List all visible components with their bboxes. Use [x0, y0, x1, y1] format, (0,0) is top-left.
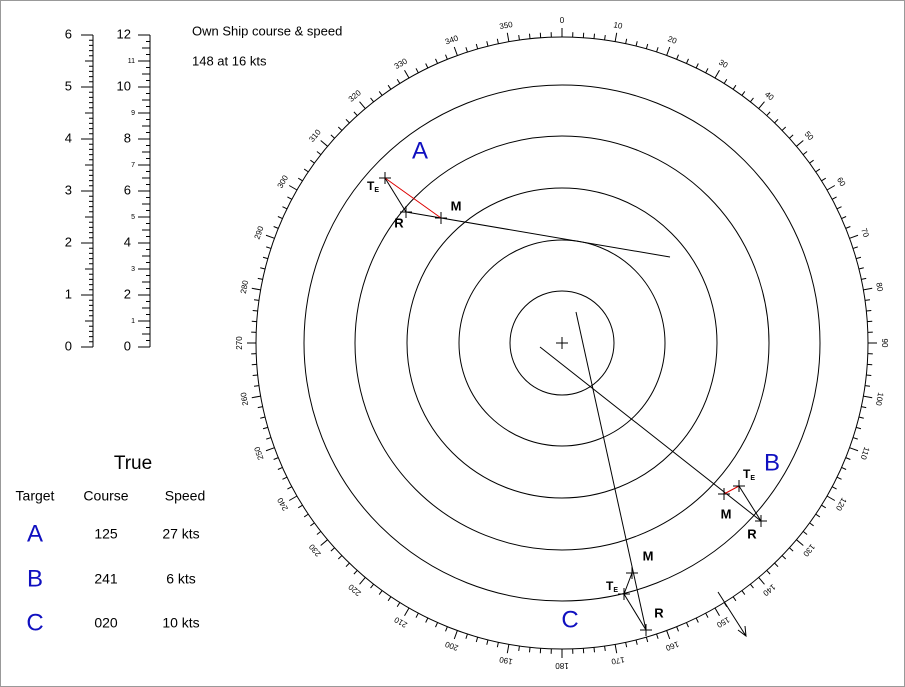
bearing-label: 290: [253, 224, 266, 240]
bearing-label: 280: [239, 279, 250, 294]
left-scale-label: 6: [65, 26, 72, 41]
table-cell: 241: [94, 571, 118, 587]
left-scale-label: 2: [65, 234, 72, 249]
own-ship-value: 148 at 16 kts: [192, 53, 267, 68]
bearing-label: 180: [555, 661, 569, 670]
right-scale-label: 6: [124, 182, 131, 197]
te-label: TE: [606, 579, 618, 594]
te-sub: E: [374, 187, 379, 194]
bearing-label: 100: [874, 392, 885, 407]
right-scale-minor-label: 3: [131, 266, 135, 273]
m-label: M: [451, 198, 462, 213]
left-scale-label: 0: [65, 338, 72, 353]
right-scale-label: 4: [124, 234, 131, 249]
right-scale-minor-label: 11: [128, 58, 135, 65]
te-main: T: [743, 467, 751, 481]
table-cell: 10 kts: [162, 615, 199, 631]
own-ship-title: Own Ship course & speed: [192, 23, 342, 38]
right-scale-minor-label: 5: [131, 214, 135, 221]
right-scale-minor-label: 7: [131, 162, 135, 169]
bearing-label: 190: [498, 655, 513, 666]
bearing-label: 250: [252, 445, 265, 461]
table-target: B: [27, 565, 43, 592]
right-scale-label: 0: [124, 338, 131, 353]
right-scale-minor-label: 9: [131, 110, 135, 117]
table-target: A: [27, 520, 43, 547]
te-sub: E: [613, 587, 618, 594]
m-label: M: [643, 548, 654, 563]
right-scale-label: 8: [124, 130, 131, 145]
bearing-label: 20: [667, 34, 679, 46]
bearing-label: 260: [239, 391, 250, 406]
te-label: TE: [743, 467, 755, 482]
table-cell: 6 kts: [166, 571, 196, 587]
scale-ticks: [81, 34, 150, 348]
r-label: R: [654, 605, 664, 620]
right-scale-label: 12: [117, 26, 131, 41]
table-target: C: [26, 609, 43, 636]
plot-lines: [379, 172, 767, 638]
compass-ticks: [247, 28, 877, 658]
bearing-label: 170: [610, 655, 625, 666]
left-scale-label: 4: [65, 130, 72, 145]
bearing-label: 270: [235, 336, 244, 350]
right-scale-label: 2: [124, 286, 131, 301]
bearing-label: 340: [444, 33, 460, 46]
right-scale-minor-label: 1: [131, 318, 135, 325]
table-cell: 020: [94, 615, 118, 631]
left-scale-label: 1: [65, 286, 72, 301]
table-cell: 27 kts: [162, 526, 199, 542]
bearing-label: 200: [443, 639, 459, 652]
right-scale-label: 10: [117, 78, 131, 93]
bearing-label: 160: [664, 639, 680, 652]
target-label: B: [764, 449, 780, 476]
te-sub: E: [750, 475, 755, 482]
table-header: Course: [83, 488, 128, 504]
r-label: R: [394, 215, 404, 230]
table-header: Target: [16, 488, 55, 504]
left-scale-label: 3: [65, 182, 72, 197]
bearing-label: 70: [859, 227, 871, 239]
left-scale-label: 5: [65, 78, 72, 93]
target-label: C: [561, 606, 578, 633]
bearing-label: 350: [499, 20, 514, 31]
target-label: A: [412, 137, 428, 164]
table-title: True: [114, 453, 152, 474]
table-header: Speed: [165, 488, 205, 504]
bearing-label: 10: [613, 20, 624, 31]
table-cell: 125: [94, 526, 118, 542]
te-main: T: [606, 579, 614, 593]
bearing-label: 110: [858, 446, 871, 462]
r-label: R: [747, 526, 757, 541]
bearing-label: 90: [880, 339, 889, 348]
bearing-label: 0: [560, 16, 565, 25]
m-label: M: [721, 506, 732, 521]
te-label: TE: [367, 179, 379, 194]
te-main: T: [367, 179, 375, 193]
bearing-label: 80: [874, 282, 885, 293]
